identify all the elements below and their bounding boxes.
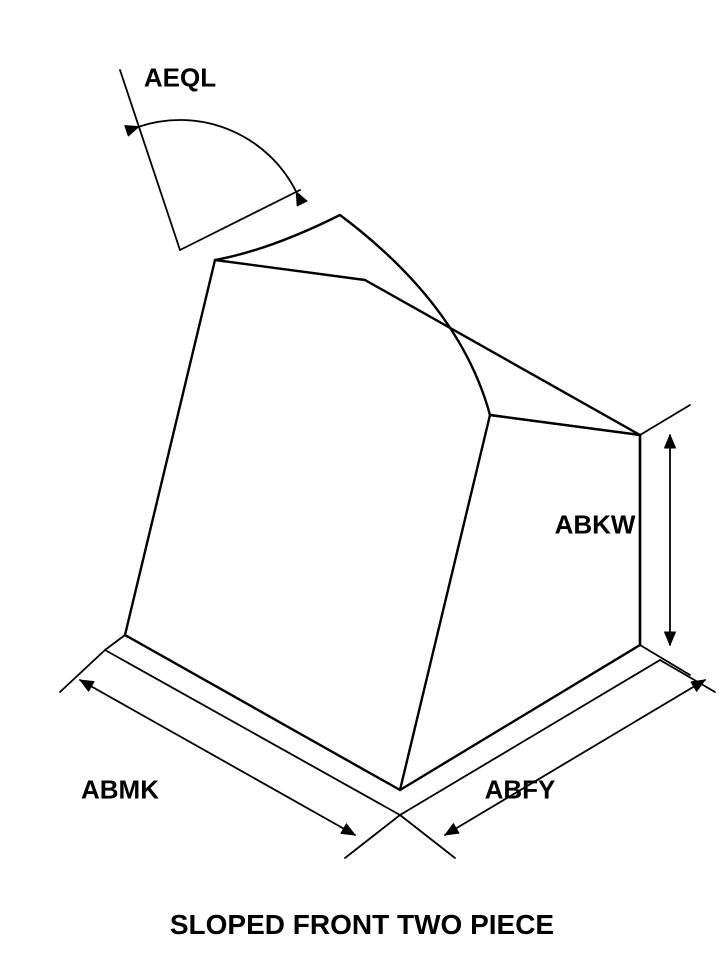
label-depth: ABMK <box>81 775 159 806</box>
caption: SLOPED FRONT TWO PIECE <box>12 909 712 941</box>
label-angle: AEQL <box>144 63 216 94</box>
label-height: ABKW <box>555 510 636 541</box>
diagram-svg <box>0 0 724 960</box>
diagram-container: AEQL ABKW ABMK ABFY SLOPED FRONT TWO PIE… <box>0 0 724 960</box>
label-width: ABFY <box>485 775 556 806</box>
